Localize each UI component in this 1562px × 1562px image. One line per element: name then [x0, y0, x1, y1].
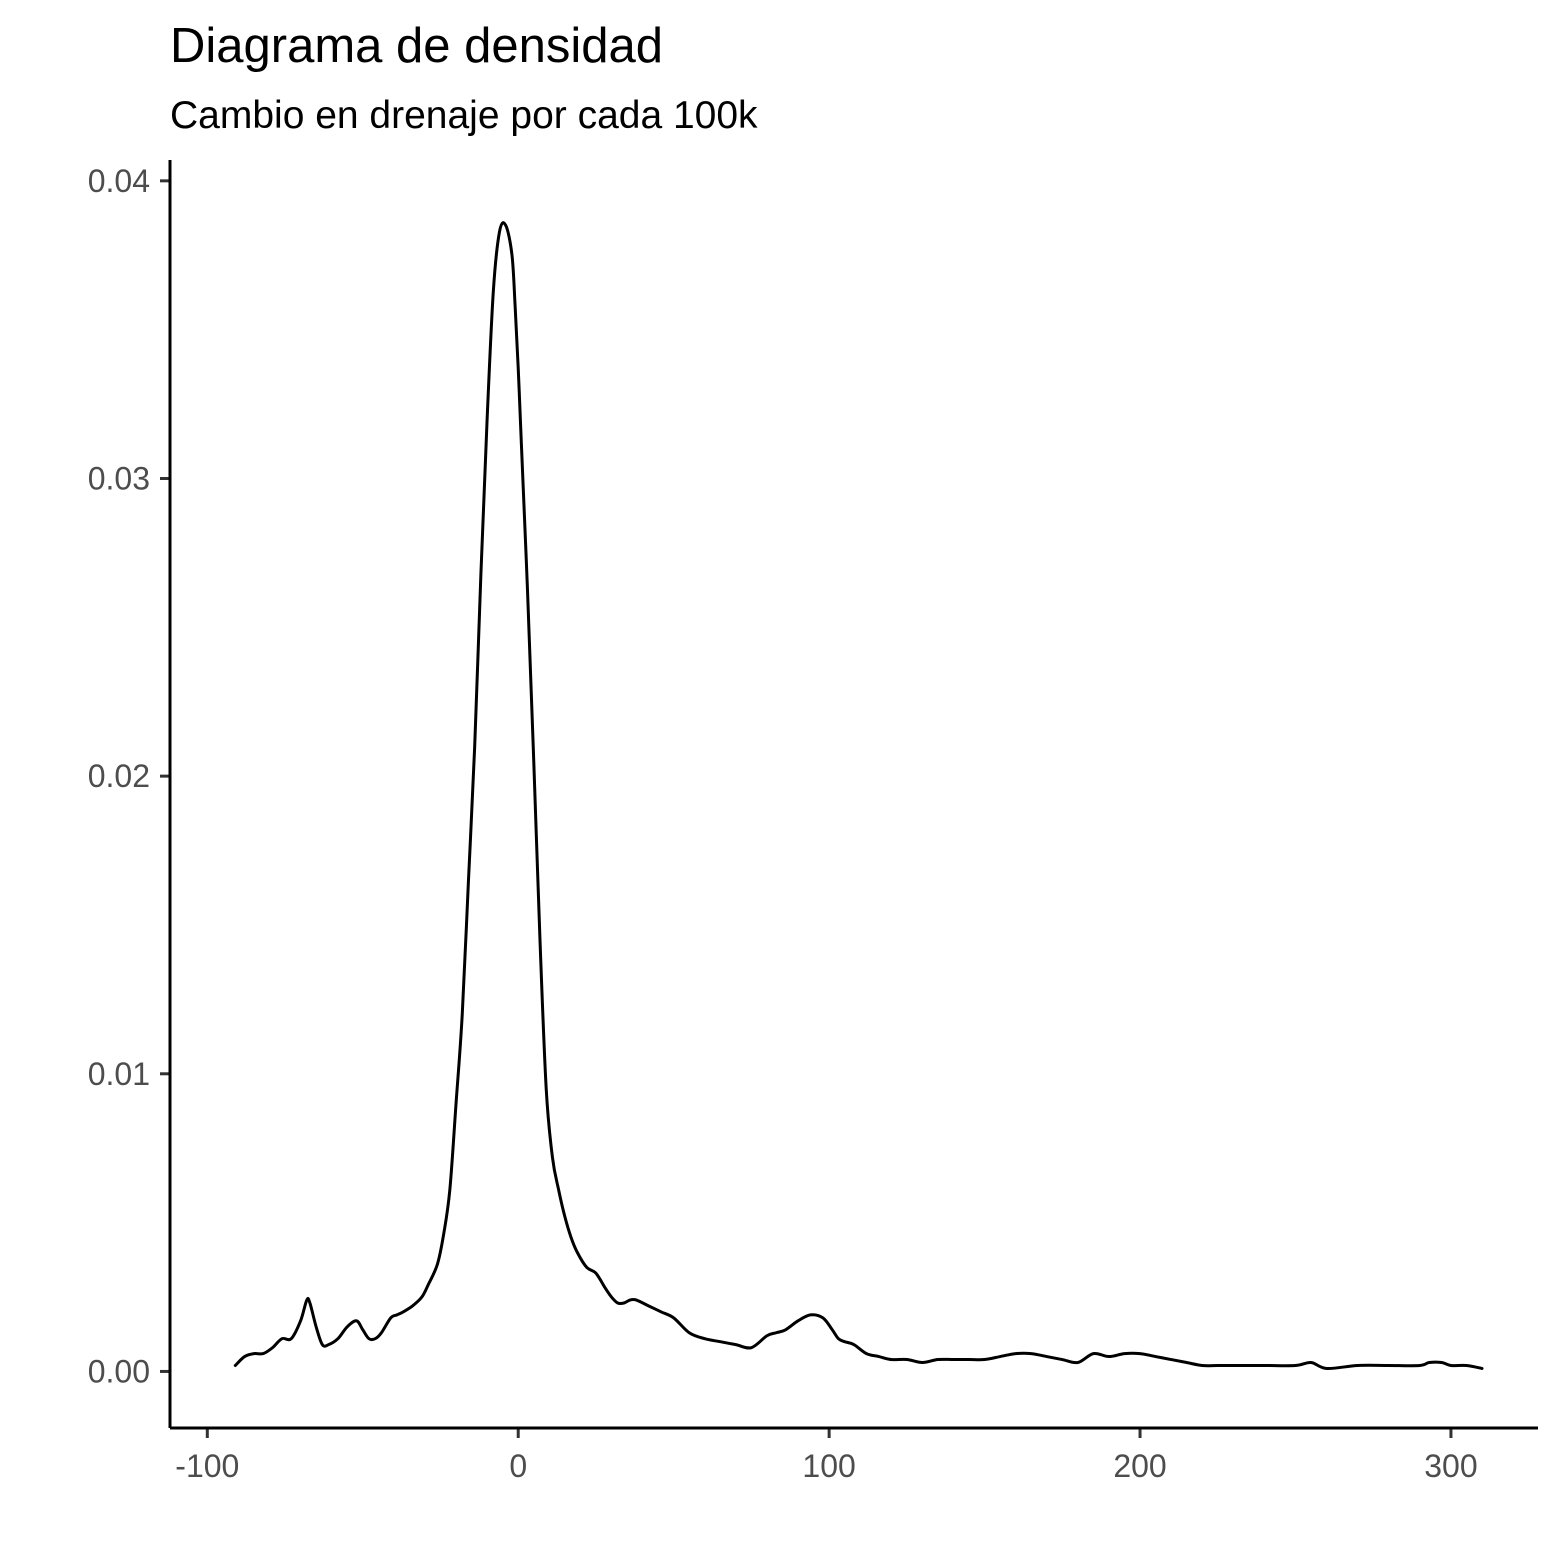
y-axis-ticks: 0.00 0.01 0.02 0.03 0.04	[88, 163, 170, 1389]
x-tick-label: 300	[1424, 1448, 1477, 1484]
y-tick-label: 0.03	[88, 460, 150, 496]
y-tick-label: 0.04	[88, 163, 150, 199]
x-tick-label: 0	[509, 1448, 527, 1484]
x-tick-label: -100	[175, 1448, 239, 1484]
chart-title: Diagrama de densidad	[170, 19, 664, 73]
x-tick-label: 200	[1113, 1448, 1166, 1484]
y-tick-label: 0.00	[88, 1353, 150, 1389]
x-tick-label: 100	[802, 1448, 855, 1484]
x-axis-ticks: -100 0 100 200 300	[175, 1428, 1478, 1484]
y-tick-label: 0.02	[88, 758, 150, 794]
density-curve	[233, 221, 1484, 1371]
chart-subtitle: Cambio en drenaje por cada 100k	[170, 94, 758, 137]
y-tick-label: 0.01	[88, 1056, 150, 1092]
